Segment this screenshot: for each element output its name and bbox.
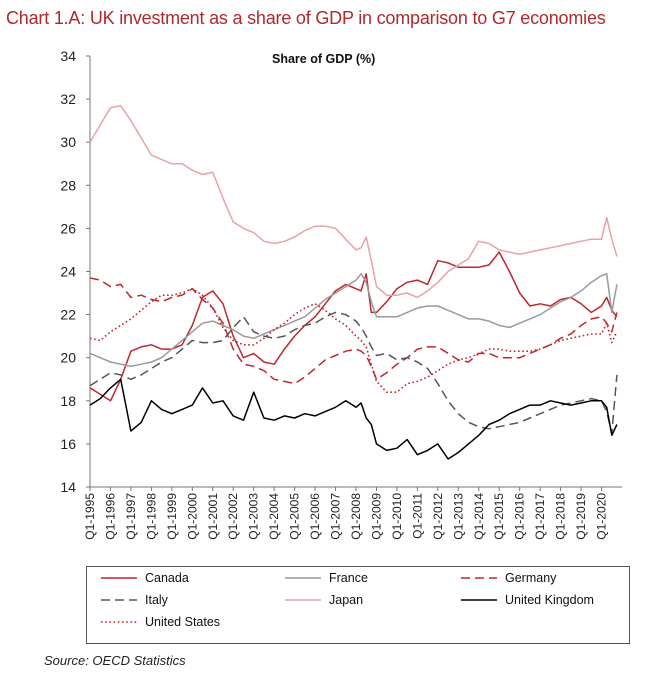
y-tick-label: 16 [60, 436, 76, 452]
x-tick-label: Q1-2005 [288, 493, 302, 540]
chart-series-group [89, 104, 618, 460]
x-tick-label: Q1-2016 [513, 493, 527, 540]
y-tick-label: 18 [60, 393, 76, 409]
y-tick-label: 22 [60, 307, 76, 323]
series-line-france [89, 272, 618, 368]
x-tick-label: Q1-2017 [533, 493, 547, 540]
x-tick-label: Q1-2010 [390, 493, 404, 540]
x-tick-label: Q1-2009 [369, 493, 383, 540]
legend-swatch [285, 577, 321, 579]
x-tick-label: Q1-1996 [103, 493, 117, 540]
x-tick-label: Q1-2007 [329, 493, 343, 540]
x-tick-label: Q1-2012 [431, 493, 445, 540]
legend-swatch [461, 577, 497, 579]
legend-label: France [329, 571, 368, 585]
legend-item-united-states: United States [99, 615, 220, 629]
legend-item-france: France [283, 571, 368, 585]
legend-label: Japan [329, 593, 364, 607]
x-tick-label: Q1-2014 [472, 493, 486, 540]
y-tick-label: 24 [60, 264, 76, 280]
series-line-canada [89, 251, 618, 402]
y-tick-label: 30 [60, 134, 76, 150]
y-tick-label: 14 [60, 479, 76, 495]
series-line-italy [89, 311, 618, 434]
y-tick-label: 20 [60, 350, 76, 366]
series-line-germany [89, 277, 618, 385]
legend-swatch [101, 577, 137, 579]
series-line-japan [89, 104, 618, 299]
series-line-united-kingdom [89, 378, 618, 460]
legend-swatch [461, 599, 497, 601]
x-tick-label: Q1-2002 [226, 493, 240, 540]
legend-item-japan: Japan [283, 593, 363, 607]
x-tick-label: Q1-2020 [595, 493, 609, 540]
legend-label: Italy [145, 593, 168, 607]
x-tick-label: Q1-2004 [267, 493, 281, 540]
x-tick-label: Q1-1999 [165, 493, 179, 540]
legend-swatch [101, 621, 137, 623]
x-tick-label: Q1-1998 [144, 493, 158, 540]
legend-item-germany: Germany [459, 571, 556, 585]
x-tick-label: Q1-2018 [554, 493, 568, 540]
legend-item-united-kingdom: United Kingdom [459, 593, 594, 607]
x-tick-label: Q1-2001 [206, 493, 220, 540]
legend-swatch [285, 599, 321, 601]
legend-item-italy: Italy [99, 593, 168, 607]
x-tick-label: Q1-2019 [574, 493, 588, 540]
x-tick-label: Q1-2015 [492, 493, 506, 540]
source-note: Source: OECD Statistics [44, 653, 186, 668]
x-tick-label: Q1-2011 [410, 493, 424, 539]
y-tick-label: 28 [60, 177, 76, 193]
chart-legend: Canada France Germany Italy Japan United King… [86, 566, 630, 644]
legend-item-canada: Canada [99, 571, 189, 585]
legend-label: United States [145, 615, 221, 629]
legend-label: Canada [145, 571, 189, 585]
x-tick-label: Q1-2003 [247, 493, 261, 540]
x-tick-label: Q1-2008 [349, 493, 363, 540]
chart-axes: 14 16 18 20 22 24 26 28 30 32 34 Q1-1995 Q1-1996 Q1-1… [60, 48, 622, 540]
x-tick-label: Q1-2006 [308, 493, 322, 540]
line-chart: 14 16 18 20 22 24 26 28 30 32 34 Q1-1995 Q1-1996 Q1-1… [60, 48, 622, 540]
x-tick-label: Q1-1997 [124, 493, 138, 540]
legend-swatch [101, 599, 137, 601]
y-tick-label: 34 [60, 48, 76, 64]
chart-subtitle: Share of GDP (%) [272, 52, 376, 66]
chart-title: Chart 1.A: UK investment as a share of G… [6, 8, 606, 28]
series-line-united-states [89, 287, 618, 394]
legend-label: United Kingdom [505, 593, 594, 607]
y-tick-label: 32 [60, 91, 76, 107]
x-tick-label: Q1-1995 [83, 493, 97, 540]
legend-label: Germany [505, 571, 557, 585]
x-tick-label: Q1-2013 [451, 493, 465, 540]
y-tick-label: 26 [60, 220, 76, 236]
x-tick-label: Q1-2000 [185, 493, 199, 540]
